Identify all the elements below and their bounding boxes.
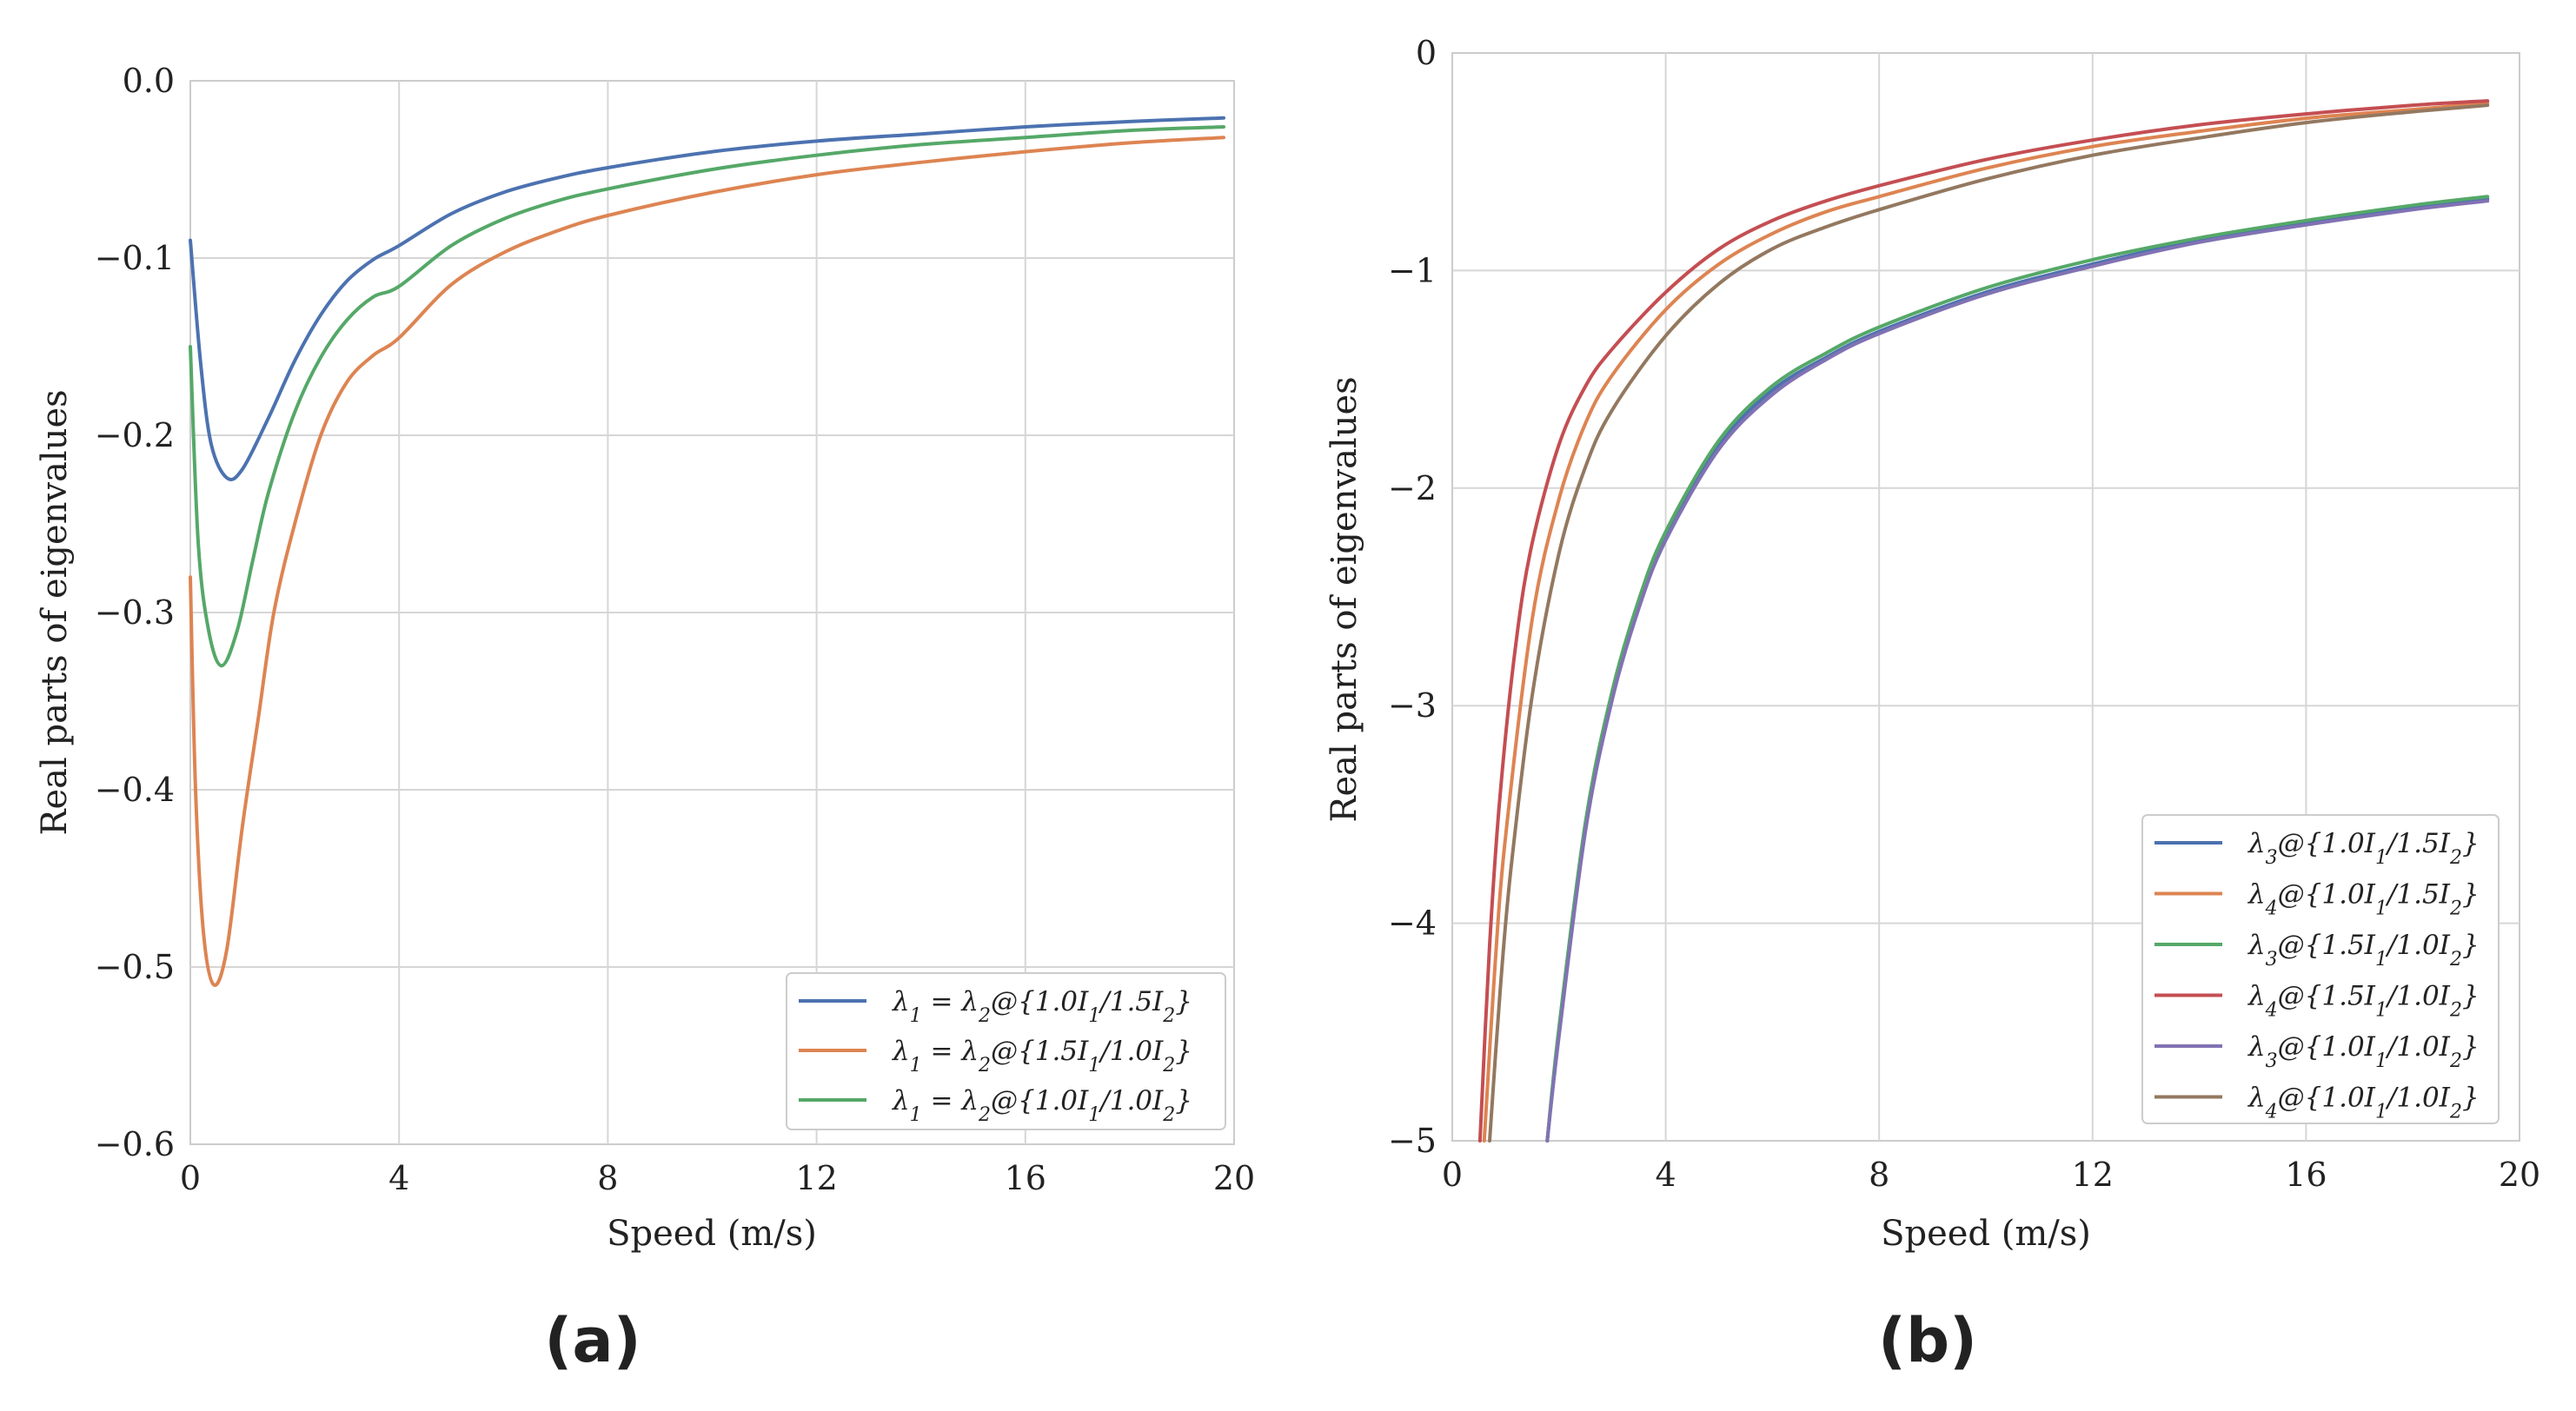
chart-a-y-tick-label: −0.3 [95,593,175,632]
chart-a-y-tick-label: −0.4 [95,771,175,809]
chart-b-series-line-4 [1477,99,2490,1143]
chart-a: 0 4 8 12 16 20 0.0 −0.1 −0.2 −0.3 −0.4 −0.5 −0.6 Sp… [35,62,1255,1254]
chart-b-y-tick-label: 0 [1416,34,1437,72]
chart-b-x-tick-label: 16 [2285,1156,2327,1194]
chart-b-x-tick-label: 8 [1869,1156,1889,1194]
chart-b-lines [1477,99,2490,1143]
chart-a-y-tick-label: −0.2 [95,416,175,454]
chart-b-legend-label-4: λ4@{1.5I1/1.0I2} [2247,981,2480,1022]
chart-a-x-tick-label: 4 [388,1159,409,1197]
chart-a-y-ticks: 0.0 −0.1 −0.2 −0.3 −0.4 −0.5 −0.6 [95,62,175,1163]
chart-b-x-tick-label: 4 [1656,1156,1676,1194]
chart-a-x-tick-label: 20 [1213,1159,1255,1197]
chart-b-y-tick-label: −4 [1388,904,1437,943]
chart-b-legend: λ3@{1.0I1/1.5I2} λ4@{1.0I1/1.5I2} λ3@{1.5I… [2141,814,2500,1124]
chart-b-x-ticks: 0 4 8 12 16 20 [1442,1156,2540,1194]
chart-a-y-tick-label: −0.5 [95,948,175,986]
panel-label-b: (b) [1878,1305,1977,1376]
chart-a-x-tick-label: 8 [597,1159,618,1197]
chart-a-legend: λ1 = λ2@{1.0I1/1.5I2} λ1 = λ2@{1.5I1/1.0I… [786,972,1226,1130]
chart-a-x-axis-label: Speed (m/s) [607,1214,817,1254]
chart-b-y-tick-label: −5 [1388,1122,1437,1160]
chart-a-legend-label-2: λ1 = λ2@{1.5I1/1.0I2} [891,1036,1192,1076]
chart-b-legend-label-5: λ3@{1.0I1/1.0I2} [2247,1031,2480,1072]
chart-b-legend-box [2141,814,2500,1124]
chart-b-y-axis-label: Real parts of eigenvalues [1325,376,1364,822]
chart-b-y-ticks: 0 −1 −2 −3 −4 −5 [1388,34,1437,1160]
chart-a-y-tick-label: −0.6 [95,1125,175,1163]
chart-a-x-tick-label: 16 [1005,1159,1046,1197]
chart-a-legend-box [786,972,1226,1130]
chart-b-y-tick-label: −1 [1388,251,1437,289]
chart-a-series-line-2 [189,136,1225,987]
chart-a-y-axis-label: Real parts of eigenvalues [35,389,75,835]
chart-b-x-tick-label: 20 [2499,1156,2540,1194]
chart-a-x-tick-label: 12 [795,1159,837,1197]
chart-a-grid [190,81,1234,1144]
chart-b: 0 4 8 12 16 20 0 −1 −2 −3 −4 −5 Speed (m/s) Real p… [1325,34,2540,1254]
chart-b-y-tick-label: −3 [1388,686,1437,725]
chart-a-legend-label-3: λ1 = λ2@{1.0I1/1.0I2} [891,1085,1192,1126]
panel-label-a: (a) [544,1305,641,1376]
chart-a-legend-label-1: λ1 = λ2@{1.0I1/1.5I2} [891,986,1192,1027]
chart-a-y-tick-label: 0.0 [123,62,175,100]
chart-b-legend-label-1: λ3@{1.0I1/1.5I2} [2247,828,2480,869]
chart-a-series-line-1 [189,116,1225,482]
chart-b-y-tick-label: −2 [1388,469,1437,507]
chart-a-lines [189,116,1225,987]
chart-b-x-tick-label: 12 [2072,1156,2114,1194]
chart-b-series-line-5 [1545,199,2490,1143]
chart-b-legend-label-3: λ3@{1.5I1/1.0I2} [2247,930,2480,970]
chart-b-series-line-6 [1488,103,2490,1143]
chart-a-y-tick-label: −0.1 [95,239,175,277]
chart-a-series-line-3 [189,125,1225,668]
chart-a-x-ticks: 0 4 8 12 16 20 [180,1159,1255,1197]
chart-b-series-line-2 [1482,101,2490,1143]
chart-b-x-axis-label: Speed (m/s) [1881,1214,2091,1254]
chart-b-x-tick-label: 0 [1442,1156,1463,1194]
chart-b-legend-label-2: λ4@{1.0I1/1.5I2} [2247,879,2480,920]
chart-a-x-tick-label: 0 [180,1159,201,1197]
chart-b-legend-label-6: λ4@{1.0I1/1.0I2} [2247,1083,2480,1123]
